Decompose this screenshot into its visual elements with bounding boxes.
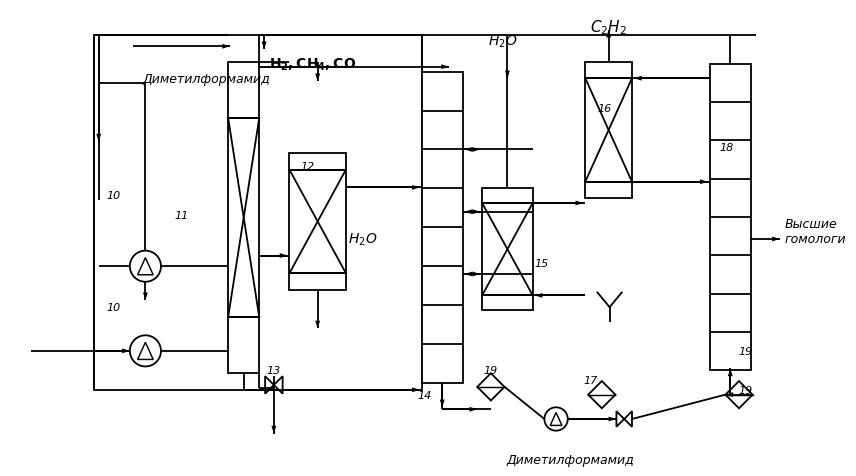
Bar [422,72,462,383]
Polygon shape [725,392,734,397]
Polygon shape [772,237,780,242]
Polygon shape [473,210,480,215]
Text: 11: 11 [175,210,188,220]
Polygon shape [440,400,444,407]
Text: $H_2O$: $H_2O$ [348,231,377,248]
Polygon shape [616,411,624,427]
Bar [710,65,751,370]
Polygon shape [441,65,449,70]
Polygon shape [465,272,473,277]
Polygon shape [465,148,473,152]
Polygon shape [725,381,752,408]
Polygon shape [465,210,473,215]
Text: 13: 13 [267,366,281,376]
Text: 15: 15 [534,259,549,269]
Bar [94,36,422,390]
Polygon shape [700,180,708,185]
Polygon shape [138,343,153,360]
Bar [586,63,632,79]
Polygon shape [606,30,611,39]
Text: 18: 18 [719,142,734,152]
Polygon shape [634,77,642,81]
Circle shape [544,407,568,431]
Text: 17: 17 [583,375,597,385]
Polygon shape [122,349,130,354]
Bar [482,189,532,204]
Bar [586,182,632,198]
Text: 19: 19 [484,366,498,376]
Circle shape [130,251,161,282]
Text: 10: 10 [106,191,121,201]
Polygon shape [280,254,288,258]
Text: 10: 10 [106,302,121,312]
Text: Диметилформамид: Диметилформамид [142,72,270,85]
Polygon shape [505,71,510,79]
Bar [229,63,259,119]
Polygon shape [473,148,480,152]
Text: $C_2H_2$: $C_2H_2$ [590,18,627,37]
Polygon shape [469,407,478,412]
Polygon shape [478,374,504,401]
Polygon shape [624,411,632,427]
Polygon shape [575,201,583,206]
Polygon shape [223,45,230,50]
Text: 12: 12 [300,162,315,172]
Text: $\mathbf{H_2,CH_4,CO}$: $\mathbf{H_2,CH_4,CO}$ [269,57,356,73]
Polygon shape [265,377,274,394]
Polygon shape [550,413,562,426]
Bar [482,296,532,310]
Polygon shape [473,272,480,277]
Polygon shape [535,293,543,298]
Polygon shape [412,186,419,190]
Polygon shape [609,416,616,422]
Circle shape [130,336,161,367]
Bar [229,317,259,374]
Text: 14: 14 [418,390,431,400]
Polygon shape [728,368,733,377]
Polygon shape [315,74,320,82]
Polygon shape [271,426,276,434]
Bar [289,154,346,170]
Polygon shape [588,381,615,408]
Text: 19: 19 [739,385,753,395]
Polygon shape [143,293,148,301]
Text: Высшие
гомологи: Высшие гомологи [785,218,847,246]
Polygon shape [315,321,320,329]
Polygon shape [262,42,266,50]
Text: Диметилформамид: Диметилформамид [507,453,634,466]
Text: $H_2O$: $H_2O$ [488,34,517,50]
Polygon shape [96,135,101,142]
Polygon shape [412,387,419,392]
Text: 19: 19 [739,346,753,356]
Polygon shape [138,258,153,275]
Text: 16: 16 [597,103,612,113]
Polygon shape [274,377,282,394]
Bar [289,274,346,290]
